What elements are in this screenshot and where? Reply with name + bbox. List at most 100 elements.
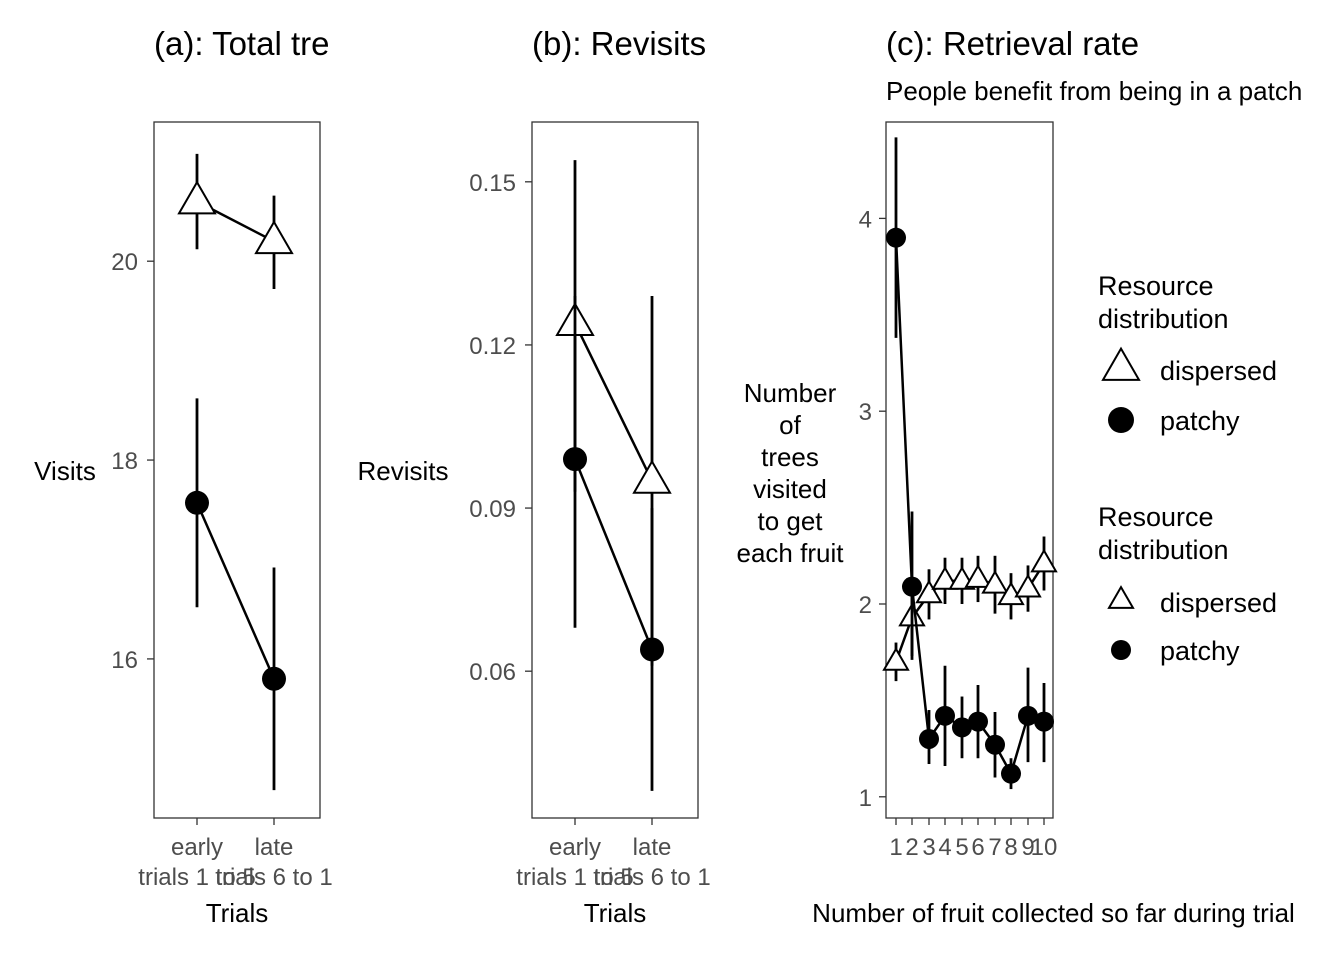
data-point-circle <box>919 728 939 749</box>
panel-c-retrieval-rate: (c): Retrieval rate People benefit from b… <box>737 25 1303 928</box>
x-tick-label: 7 <box>988 834 1001 861</box>
legend-label: patchy <box>1160 406 1240 436</box>
legend-title: Resource <box>1098 502 1214 532</box>
data-point-circle <box>935 705 955 726</box>
data-point-triangle <box>1030 548 1058 573</box>
x-tick-label: trials 1 to 5 <box>516 864 633 891</box>
y-tick-label: 2 <box>859 592 872 619</box>
y-tick-label: 20 <box>111 249 138 276</box>
x-tick-label: 9 <box>1021 834 1034 861</box>
x-axis-title: Number of fruit collected so far during … <box>812 898 1295 928</box>
panel-b-revisits: (b): Revisits 0.06 0.09 0.12 0.15 early trials… <box>357 25 710 928</box>
x-tick-label: early <box>549 834 601 861</box>
legend-label: dispersed <box>1160 356 1277 386</box>
x-tick-label: 4 <box>938 834 951 861</box>
x-tick-label: trials 6 to 1 <box>215 864 332 891</box>
x-tick-label: 3 <box>922 834 935 861</box>
data-point-circle <box>902 576 922 597</box>
x-tick-label: 8 <box>1004 834 1017 861</box>
y-tick-label: 0.12 <box>469 333 516 360</box>
panel-title: (c): Retrieval rate <box>886 25 1139 62</box>
panel-border <box>885 121 1054 819</box>
panel-a-total-trees: (a): Total tre 16 18 20 early trials 1 to 5la… <box>34 25 333 928</box>
x-tick-label: trials 1 to 5 <box>138 864 255 891</box>
data-point-triangle <box>882 646 910 671</box>
y-tick-label: 1 <box>859 785 872 812</box>
y-tick-label: 4 <box>859 206 872 233</box>
y-axis-title: Visits <box>34 456 96 486</box>
x-tick-label: 1 <box>889 834 902 861</box>
data-point-triangle <box>632 459 672 494</box>
x-axis-title: Trials <box>584 898 647 928</box>
y-tick-label: 0.15 <box>469 170 516 197</box>
y-axis-title-line: trees <box>761 442 819 472</box>
y-axis-title-line: Visits <box>34 456 96 486</box>
x-axis-title: Trials <box>206 898 269 928</box>
x-tick-label: late <box>633 834 672 861</box>
data-point-circle <box>968 711 988 732</box>
x-tick-label: 6 <box>971 834 984 861</box>
x-tick-label: late <box>255 834 294 861</box>
y-axis-title-line: each fruit <box>737 538 845 568</box>
series-dispersed <box>882 536 1058 682</box>
data-point-circle <box>185 490 209 515</box>
data-point-triangle <box>1014 573 1042 598</box>
legend: ResourcedistributiondispersedpatchyResou… <box>1098 271 1277 666</box>
panel-border <box>531 121 699 819</box>
series-line <box>195 502 276 680</box>
y-tick-label: 0.09 <box>469 496 516 523</box>
panel-border <box>153 121 321 819</box>
data-point-triangle <box>981 569 1009 594</box>
x-tick-label: 2 <box>905 834 918 861</box>
legend-title: distribution <box>1098 535 1229 565</box>
y-axis-title-line: of <box>779 410 801 440</box>
series-patchy <box>185 398 286 791</box>
data-point-triangle <box>915 579 943 604</box>
panel-subtitle: People benefit from being in a patch <box>886 76 1302 106</box>
panel-title: (a): Total tre <box>154 25 329 62</box>
y-tick-label: 3 <box>859 399 872 426</box>
data-point-circle <box>563 447 587 472</box>
x-tick-label: 10 <box>1031 834 1058 861</box>
y-axis-title-line: Revisits <box>357 456 448 486</box>
y-tick-label: 16 <box>111 647 138 674</box>
legend-label: dispersed <box>1160 588 1277 618</box>
data-point-circle <box>1018 705 1038 726</box>
series-patchy <box>563 160 664 791</box>
data-point-circle <box>1034 711 1054 732</box>
data-point-triangle <box>254 219 294 255</box>
y-axis-title-line: to get <box>757 506 823 536</box>
data-point-triangle <box>964 564 992 588</box>
data-point-triangle <box>177 180 217 215</box>
legend-title: Resource <box>1098 271 1214 301</box>
series-dispersed <box>177 153 294 290</box>
legend-key-circle <box>1108 407 1134 433</box>
panel-title: (b): Revisits <box>532 25 706 62</box>
x-tick-label: early <box>171 834 223 861</box>
series-line <box>894 237 1045 777</box>
legend-title: distribution <box>1098 304 1229 334</box>
y-axis-title-line: visited <box>753 474 827 504</box>
x-tick-label: trials 6 to 1 <box>593 864 710 891</box>
x-tick-label: 5 <box>955 834 968 861</box>
y-tick-label: 0.06 <box>469 659 516 686</box>
y-axis-title-line: Number <box>744 378 837 408</box>
data-point-triangle <box>931 565 959 590</box>
data-point-circle <box>640 637 664 662</box>
data-point-circle <box>985 734 1005 755</box>
legend-label: patchy <box>1160 636 1240 666</box>
series-line <box>573 322 654 482</box>
y-tick-label: 18 <box>111 448 138 475</box>
legend-key-circle <box>1111 640 1131 660</box>
series-line <box>573 458 654 650</box>
data-point-circle <box>952 717 972 738</box>
data-point-circle <box>262 666 286 691</box>
legend-key-triangle <box>1101 346 1141 381</box>
legend-key-triangle <box>1107 585 1135 609</box>
y-axis-title: Revisits <box>357 456 448 486</box>
series-patchy <box>886 137 1054 790</box>
data-point-circle <box>1001 763 1021 784</box>
data-point-circle <box>886 227 906 248</box>
